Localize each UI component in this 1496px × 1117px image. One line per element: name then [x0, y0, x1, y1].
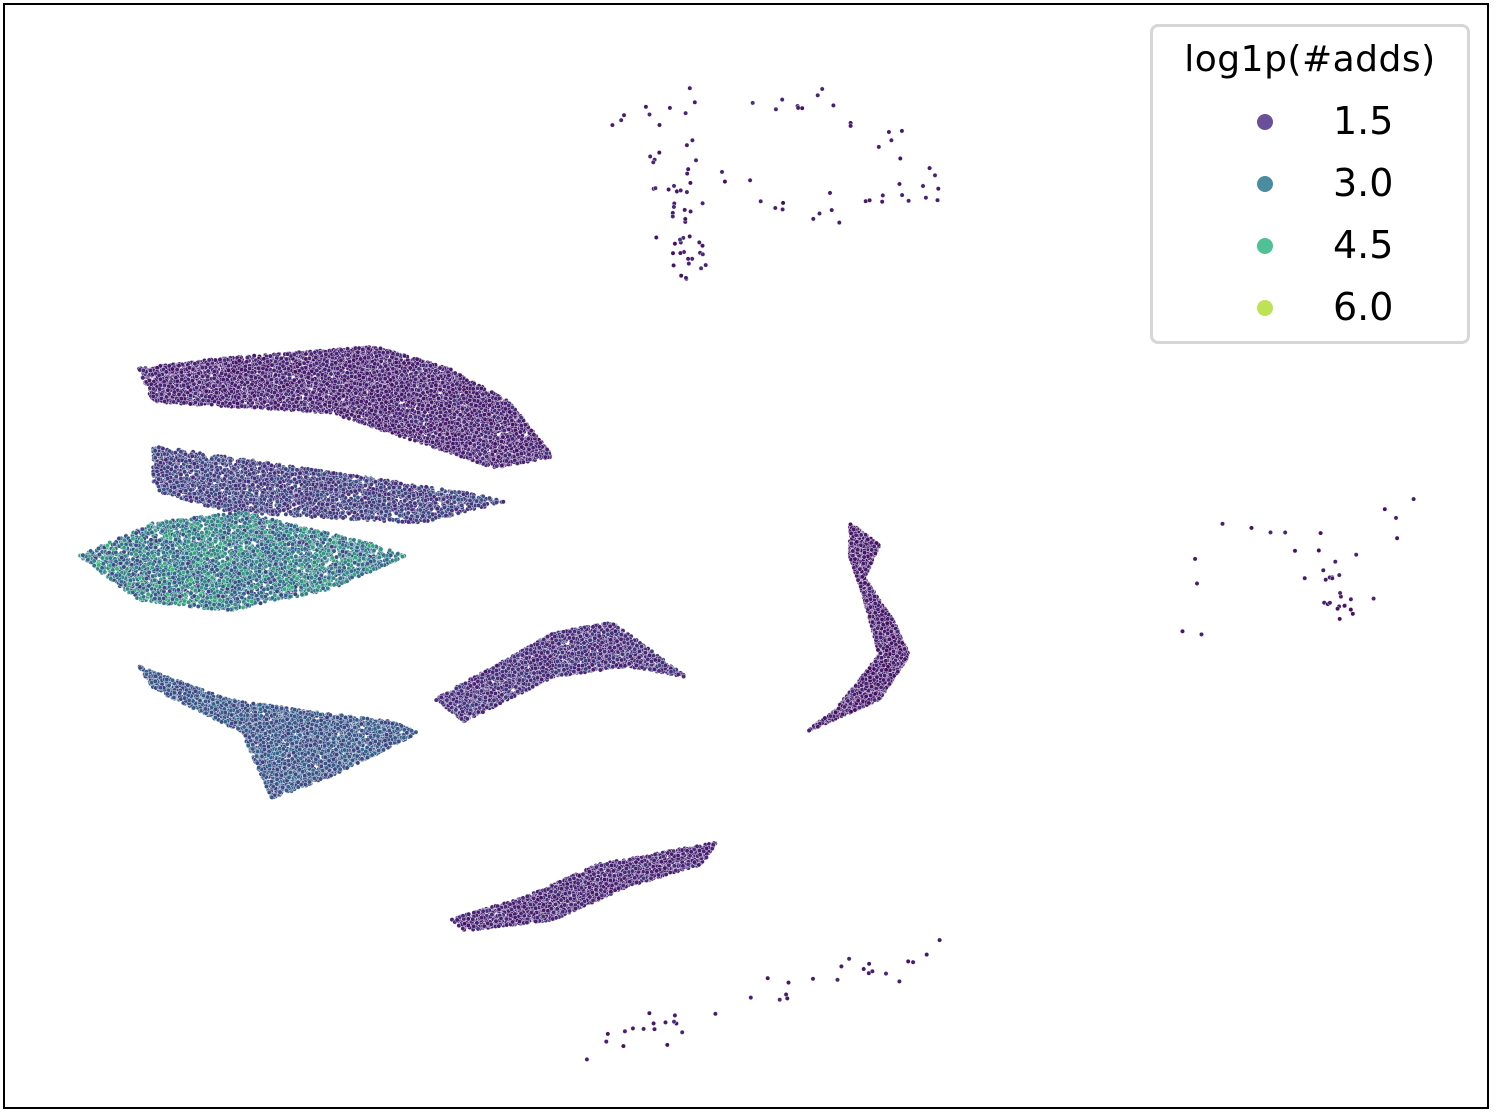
cluster: [137, 345, 553, 469]
scatter-point: [240, 404, 244, 408]
scatter-point: [324, 395, 328, 399]
scatter-point: [491, 457, 495, 461]
scatter-point: [384, 416, 388, 420]
scatter-point: [323, 403, 327, 407]
scatter-point: [414, 419, 418, 423]
